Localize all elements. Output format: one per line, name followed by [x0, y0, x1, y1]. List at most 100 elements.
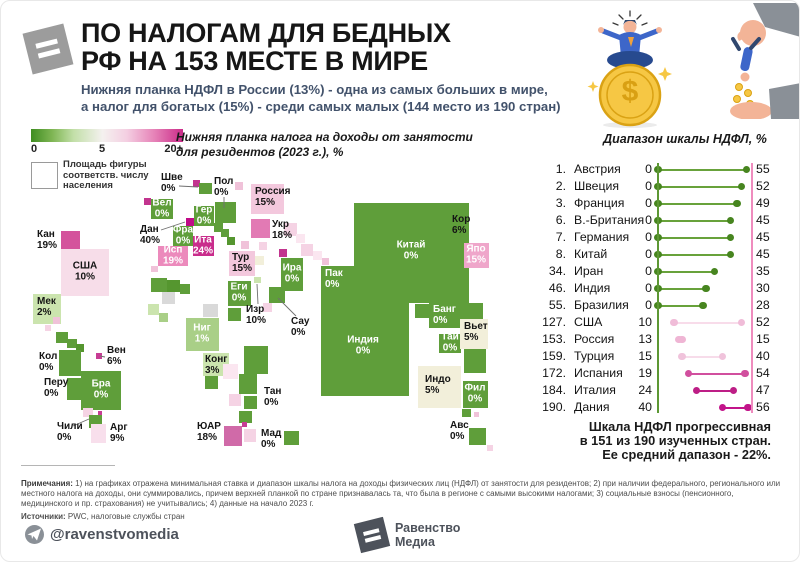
- map-tile-filler: [239, 411, 252, 423]
- equality-logo-icon: [22, 23, 74, 75]
- map-label-Бра: Бра 0%: [91, 378, 111, 400]
- map-label-Авс: Авс 0%: [450, 420, 469, 442]
- map-tile-Венесуэла: [96, 353, 102, 359]
- notes-label: Примечания:: [21, 479, 73, 488]
- map-tile-filler: [462, 409, 471, 417]
- range-hi: 45: [756, 247, 770, 261]
- range-cname: Франция: [574, 196, 625, 210]
- range-rank: 8.: [555, 247, 566, 261]
- map-label-Китай: Китай 0%: [396, 239, 426, 261]
- range-hi: 55: [756, 162, 770, 176]
- hand-shaking-taxpayer-illustration: [730, 3, 799, 119]
- map-tile-filler: [45, 325, 51, 331]
- range-line: [674, 321, 742, 324]
- range-line: [658, 219, 731, 222]
- range-line: [658, 253, 731, 256]
- map-label-Пол: Пол 0%: [214, 176, 234, 198]
- map-label-Укр: Укр 18%: [272, 219, 293, 241]
- max-marker-line: [751, 163, 753, 413]
- range-cname: Дания: [574, 400, 610, 414]
- map-label-США: США 10%: [72, 260, 98, 282]
- map-tile-filler: [284, 223, 297, 236]
- range-row-Китай: 8. Китай 0 45: [536, 246, 799, 263]
- range-row-Франция: 3. Франция 0 49: [536, 195, 799, 212]
- range-cname: Италия: [574, 383, 616, 397]
- range-row-Россия: 153. Россия 13 15: [536, 331, 799, 348]
- range-dot: [744, 403, 752, 411]
- subtitle-line-2: а налог для богатых (15%) - среди самых …: [81, 98, 561, 114]
- map-tile-Франция: [173, 226, 193, 246]
- range-hi: 35: [756, 264, 770, 278]
- map-tile-filler: [241, 241, 249, 249]
- range-dot: [726, 250, 735, 258]
- range-rank: 2.: [555, 179, 566, 193]
- map-tile-filler: [242, 422, 247, 427]
- map-tile-Испания: [158, 246, 188, 266]
- range-rank: 159.: [542, 349, 566, 363]
- title-line-2: РФ НА 153 МЕСТЕ В МИРЕ: [81, 46, 428, 76]
- map-tile-filler: [83, 408, 93, 417]
- map-tile-filler: [56, 332, 68, 343]
- map-label-Вен: Вен 6%: [107, 345, 126, 367]
- map-tile-filler: [474, 412, 479, 417]
- range-dot: [742, 165, 751, 173]
- range-cname: Иран: [574, 264, 604, 278]
- map-label-Тур: Тур 15%: [232, 252, 253, 274]
- telegram-icon: [25, 525, 44, 544]
- range-row-Италия: 184. Италия 24 47: [536, 382, 799, 399]
- map-label-Фра: Фра 0%: [172, 224, 194, 246]
- range-dot: [726, 233, 735, 241]
- map-tile-filler: [76, 344, 84, 352]
- range-rank: 46.: [548, 281, 566, 295]
- range-cname: США: [574, 315, 603, 329]
- range-lo: 13: [638, 332, 652, 346]
- range-lo: 0: [645, 247, 652, 261]
- map-tile-filler: [151, 266, 158, 272]
- range-row-Австрия: 1. Австрия 0 55: [536, 161, 799, 178]
- map-tile-Польша: [215, 202, 236, 223]
- map-label-Кор: Кор 6%: [452, 214, 471, 236]
- color-scale-gradient: [31, 129, 183, 142]
- range-row-Швеция: 2. Швеция 0 52: [536, 178, 799, 195]
- range-rank: 172.: [542, 366, 566, 380]
- range-lo: 0: [645, 230, 652, 244]
- map-label-Исп: Исп 19%: [162, 244, 184, 266]
- range-dot: [733, 199, 741, 207]
- map-label-ЮАР: ЮАР 18%: [197, 421, 221, 443]
- map-tile-filler: [193, 180, 200, 187]
- map-label-Арг: Арг 9%: [110, 422, 128, 444]
- map-tile-Германия: [194, 206, 214, 226]
- range-rank: 3.: [555, 196, 566, 210]
- map-label-Сау: Сау 0%: [291, 316, 310, 338]
- map-tile-filler: [223, 364, 238, 379]
- map-tile-Канада: [61, 231, 80, 249]
- range-hi: 52: [756, 315, 770, 329]
- range-cname: Индия: [574, 281, 611, 295]
- range-cname: Бразилия: [574, 298, 629, 312]
- range-lo: 15: [638, 349, 652, 363]
- range-hi: 28: [756, 298, 770, 312]
- map-label-Вьет: Вьет 5%: [464, 321, 488, 343]
- range-chart-caption: Шкала НДФЛ прогрессивная в 151 из 190 из…: [579, 419, 771, 462]
- map-leader-line: [277, 297, 297, 317]
- map-tile-Дания: [186, 218, 194, 226]
- tick-0: 0: [31, 143, 38, 155]
- range-lo: 0: [645, 264, 652, 278]
- map-tile-Китай: [354, 203, 469, 303]
- map-tile-filler: [229, 394, 241, 406]
- map-label-Гер: Гер 0%: [195, 204, 213, 226]
- map-tile-Саудовская Аравия: [269, 287, 285, 303]
- map-tile-filler: [53, 317, 60, 324]
- range-hi: 54: [756, 366, 770, 380]
- map-tile-filler: [279, 249, 287, 257]
- map-tile-Конго: [203, 353, 229, 376]
- range-lo: 19: [638, 366, 652, 380]
- map-tile-filler: [301, 244, 313, 256]
- range-dot: [718, 352, 727, 360]
- range-cname: Россия: [574, 332, 615, 346]
- range-lo: 0: [645, 281, 652, 295]
- map-tile-Индия: [321, 303, 409, 396]
- map-tile-Мексика: [33, 294, 61, 324]
- map-tile-filler: [235, 182, 243, 190]
